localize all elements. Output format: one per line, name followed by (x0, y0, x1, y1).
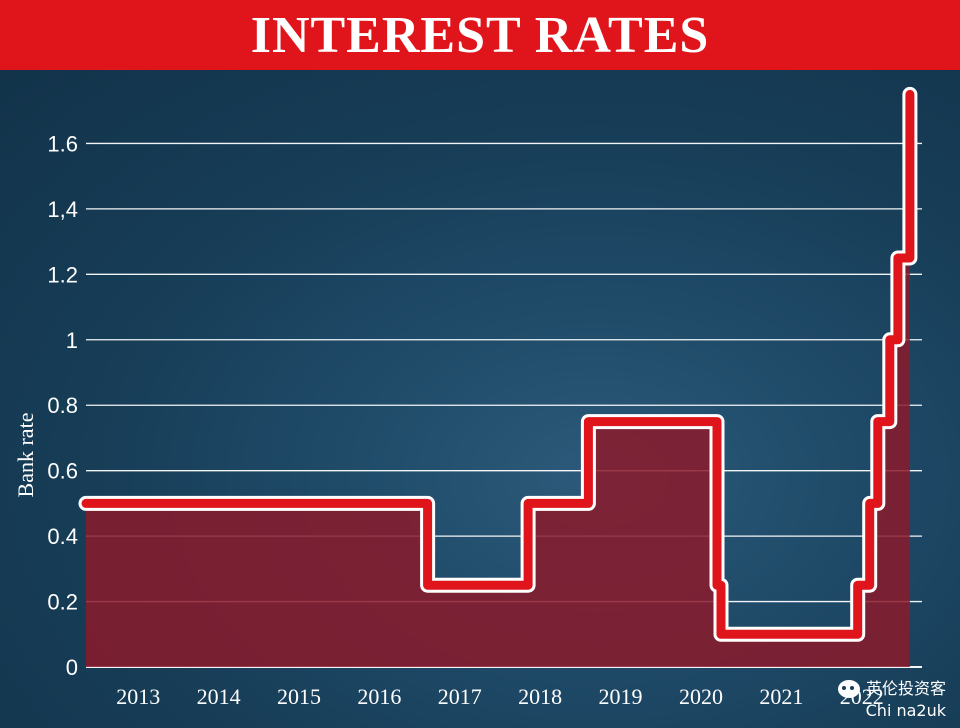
y-axis-label: Bank rate (13, 413, 38, 498)
x-tick-label: 2020 (679, 684, 723, 709)
y-tick-labels: 0 0.2 0.4 0.6 0.8 1 1.2 1,4 1.6 (47, 131, 78, 680)
y-tick-label: 0 (66, 655, 78, 680)
chart-canvas: 0 0.2 0.4 0.6 0.8 1 1.2 1,4 1.6 2013 2014 2015 2016… (13, 86, 922, 709)
y-tick-label: 0.4 (47, 524, 78, 549)
x-tick-label: 2014 (197, 684, 241, 709)
y-tick-label: 1.2 (47, 262, 78, 287)
watermark-line2: Chi na2uk (865, 701, 946, 720)
x-tick-label: 2013 (116, 684, 160, 709)
wechat-icon (837, 680, 860, 698)
y-tick-label: 1,4 (47, 197, 78, 222)
y-tick-label: 1.6 (47, 131, 78, 156)
watermark: 英伦投资客 Chi na2uk (837, 678, 946, 722)
chart-area: 0 0.2 0.4 0.6 0.8 1 1.2 1,4 1.6 2013 2014 2015 2016… (0, 70, 960, 728)
title-bar: INTEREST RATES (0, 0, 960, 70)
watermark-line1: 英伦投资客 (865, 679, 946, 698)
x-tick-label: 2017 (438, 684, 482, 709)
chart-title: INTEREST RATES (250, 6, 710, 64)
x-tick-label: 2018 (518, 684, 562, 709)
x-tick-label: 2015 (277, 684, 321, 709)
y-tick-label: 0.6 (47, 459, 78, 484)
y-tick-label: 0.2 (47, 590, 78, 615)
x-tick-label: 2019 (599, 684, 643, 709)
rate-area-fill (86, 94, 910, 667)
y-tick-label: 1 (66, 328, 78, 353)
bank-rate-line (81, 89, 915, 639)
x-tick-labels: 2013 2014 2015 2016 2017 2018 2019 2020 2021 2022 (116, 684, 883, 709)
x-tick-label: 2016 (357, 684, 401, 709)
y-tick-label: 0.8 (47, 393, 78, 418)
x-tick-label: 2021 (759, 684, 803, 709)
